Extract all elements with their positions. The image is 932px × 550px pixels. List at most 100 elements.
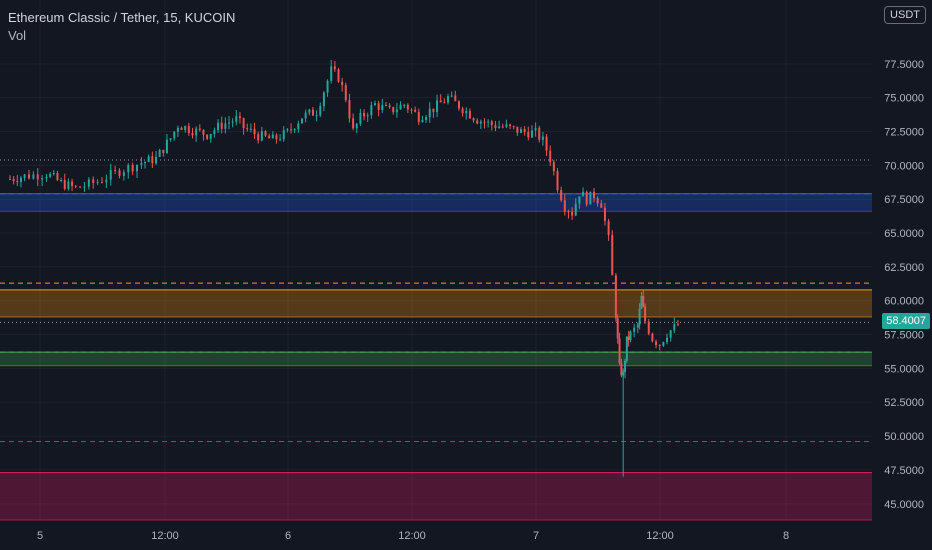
candle-body <box>19 177 22 183</box>
candle-body <box>74 185 77 187</box>
candle-body <box>436 100 439 113</box>
candle-body <box>676 324 679 326</box>
candle-body <box>173 131 176 139</box>
candle-body <box>16 180 19 183</box>
y-tick-label: 62.5000 <box>884 262 924 274</box>
candle-body <box>231 121 234 123</box>
candle-body <box>560 190 563 201</box>
candle-body <box>206 134 209 139</box>
candle-body <box>140 163 143 165</box>
candle-body <box>290 129 293 131</box>
candle-body <box>96 182 99 184</box>
candle-body <box>52 172 55 174</box>
candle-body <box>275 134 278 140</box>
candle-body <box>337 69 340 82</box>
candle-body <box>457 101 460 109</box>
candle-body <box>512 126 515 128</box>
candle-body <box>176 127 179 132</box>
y-tick-label: 75.0000 <box>884 93 924 105</box>
candle-body <box>549 150 552 163</box>
zone-zone_orange <box>0 289 872 317</box>
candle-body <box>165 139 168 153</box>
candle-body <box>487 121 490 123</box>
candle-body <box>136 164 139 172</box>
candle-body <box>593 191 595 199</box>
candle-body <box>614 275 617 319</box>
candle-body <box>443 102 446 104</box>
candle-body <box>483 121 486 123</box>
candle-body <box>27 174 30 179</box>
candle-body <box>465 110 468 114</box>
y-tick-label: 70.0000 <box>884 160 924 172</box>
x-tick-label: 12:00 <box>151 530 179 542</box>
candle-body <box>264 131 267 136</box>
candle-body <box>625 336 628 361</box>
volume-indicator-label: Vol <box>8 28 27 43</box>
candle-body <box>616 318 619 339</box>
candle-body <box>257 134 260 141</box>
candle-body <box>304 112 307 119</box>
candle-body <box>286 129 289 131</box>
candle-body <box>374 103 376 106</box>
candle-body <box>242 118 245 129</box>
candle-body <box>545 136 548 151</box>
candle-body <box>92 179 95 184</box>
x-tick-label: 5 <box>37 530 43 542</box>
candle-body <box>403 104 406 106</box>
candle-body <box>399 104 402 110</box>
candle-body <box>12 178 15 181</box>
candle-body <box>603 207 606 221</box>
candle-body <box>326 80 329 93</box>
chart-legend: Ethereum Classic / Tether, 15, KUCOIN Vo… <box>8 9 235 45</box>
y-tick-label: 60.0000 <box>884 296 924 308</box>
y-tick-label: 57.5000 <box>884 330 924 342</box>
candle-body <box>505 124 508 127</box>
candle-body <box>319 106 322 116</box>
candle-body <box>461 108 464 114</box>
candle-body <box>552 162 555 172</box>
candle-body <box>556 171 559 191</box>
candle-body <box>333 66 336 70</box>
candle-body <box>578 196 581 204</box>
candle-body <box>640 295 643 309</box>
x-tick-label: 8 <box>783 530 789 542</box>
candle-body <box>228 122 230 124</box>
candle-body <box>388 105 391 108</box>
candle-body <box>662 342 665 346</box>
candle-body <box>647 321 650 334</box>
candle-body <box>585 191 588 205</box>
candle-body <box>83 186 86 188</box>
candle-body <box>87 179 90 187</box>
symbol-title: Ethereum Classic / Tether, 15, KUCOIN <box>8 10 236 25</box>
candle-body <box>574 203 577 216</box>
candle-body <box>235 116 238 122</box>
candle-body <box>567 211 570 213</box>
candle-body <box>213 130 216 134</box>
candle-body <box>571 212 574 216</box>
y-tick-label: 55.0000 <box>884 363 924 375</box>
candle-body <box>563 200 566 212</box>
candle-body <box>627 336 630 340</box>
candle-body <box>41 178 44 180</box>
candle-body <box>509 124 512 127</box>
candle-body <box>450 95 453 97</box>
y-tick-label: 77.5000 <box>884 59 924 71</box>
candle-body <box>348 100 351 119</box>
candle-body <box>642 295 645 307</box>
current-price-label: 58.4007 <box>882 313 930 330</box>
candle-body <box>268 135 271 139</box>
y-tick-label: 67.5000 <box>884 194 924 206</box>
candle-body <box>527 131 530 138</box>
candle-body <box>439 100 442 103</box>
candle-body <box>308 109 311 113</box>
candle-body <box>523 129 526 132</box>
candle-body <box>530 130 533 138</box>
currency-button[interactable]: USDT <box>884 6 926 24</box>
candle-body <box>180 127 183 131</box>
candle-body <box>447 96 449 103</box>
candle-body <box>344 85 347 101</box>
candle-body <box>249 128 252 130</box>
candle-body <box>279 139 282 141</box>
candle-body <box>352 118 355 129</box>
